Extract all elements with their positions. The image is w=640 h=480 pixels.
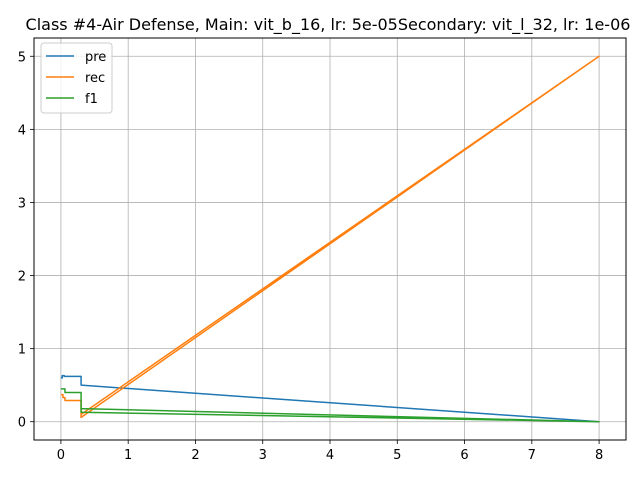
x-tick-label: 7 (528, 448, 536, 463)
chart-title: Class #4-Air Defense, Main: vit_b_16, lr… (26, 15, 631, 35)
y-tick-label: 5 (18, 50, 26, 65)
legend-label-f1: f1 (85, 92, 98, 107)
legend-label-pre: pre (85, 50, 106, 65)
series-line-pre (60, 374, 600, 423)
x-tick-label: 2 (191, 448, 199, 463)
x-tick-label: 4 (326, 448, 334, 463)
y-tick-label: 0 (18, 416, 26, 431)
series-line-f1 (60, 388, 600, 423)
x-tick-label: 5 (393, 448, 401, 463)
x-tick-label: 6 (460, 448, 468, 463)
x-tick-label: 1 (124, 448, 132, 463)
series-line-rec (60, 55, 600, 419)
axis-ticks: 0 1 2 3 4 5 6 7 8 0 1 2 3 4 5 (18, 50, 604, 463)
grid-lines (34, 38, 626, 440)
series-lines (60, 55, 600, 423)
y-tick-label: 4 (18, 123, 26, 138)
legend-box (40, 42, 113, 114)
x-tick-label: 8 (595, 448, 603, 463)
legend: pre rec f1 (40, 42, 113, 114)
x-tick-label: 3 (259, 448, 267, 463)
x-tick-label: 0 (57, 448, 65, 463)
y-tick-label: 1 (18, 343, 26, 358)
y-tick-label: 2 (18, 270, 26, 285)
legend-label-rec: rec (85, 71, 105, 86)
y-tick-label: 3 (18, 196, 26, 211)
